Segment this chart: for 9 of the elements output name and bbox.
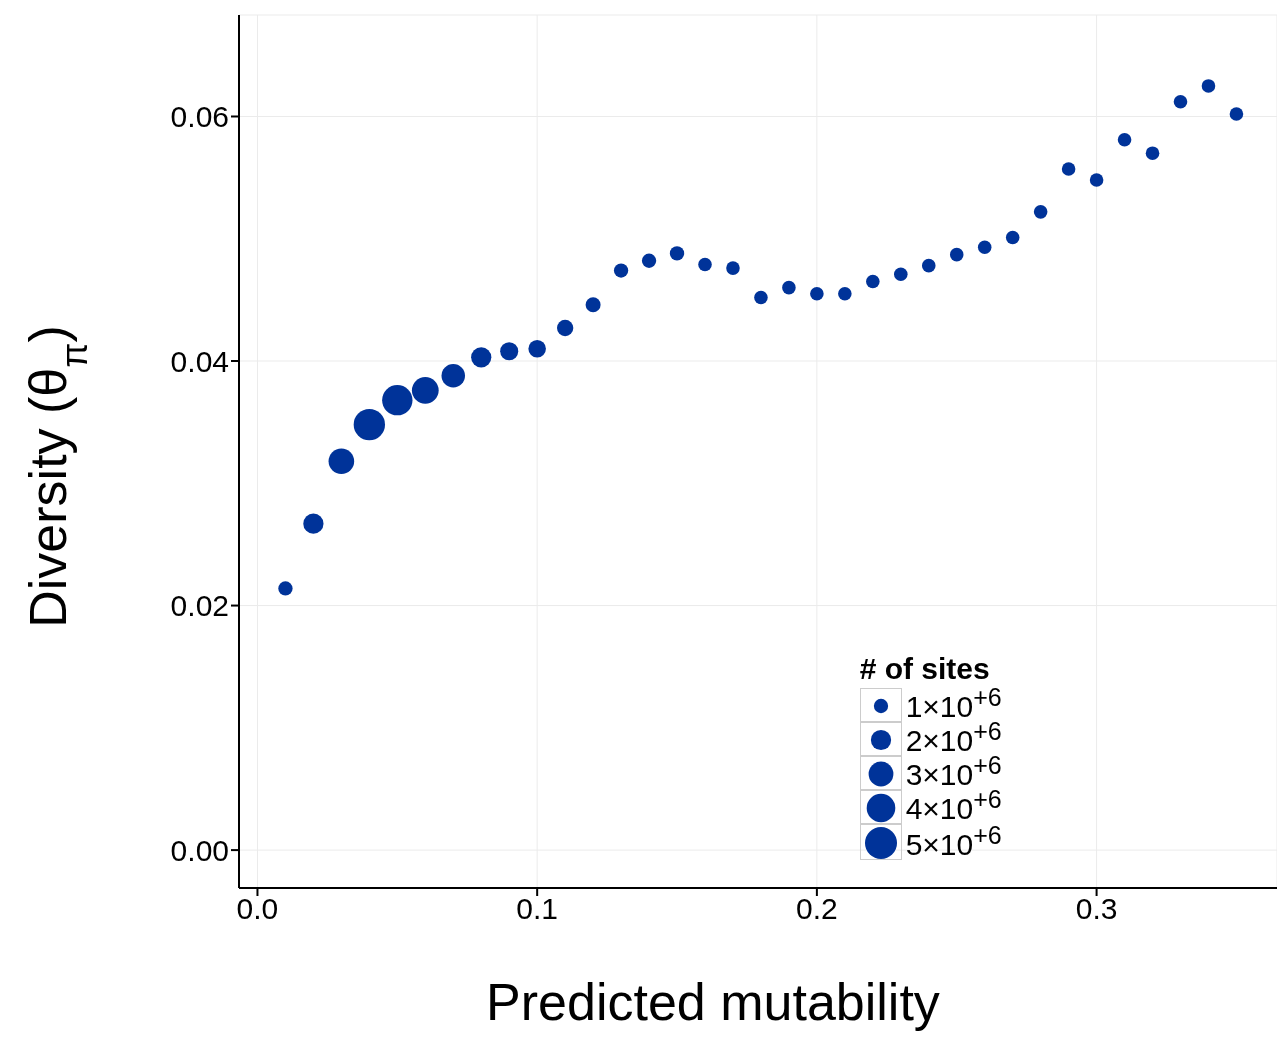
- x-tick-label: 0.2: [796, 892, 838, 926]
- x-axis-title: Predicted mutability: [485, 972, 941, 1032]
- y-tick-label: 0.04: [170, 344, 229, 378]
- x-tick-label: 0.1: [516, 892, 559, 926]
- y-tick-label: 0.02: [170, 589, 229, 623]
- x-tick-label: 0.3: [1075, 892, 1118, 926]
- y-tick-label: 0.06: [170, 100, 229, 134]
- x-tick-label: 0.0: [236, 892, 279, 926]
- y-tick-label: 0.00: [170, 833, 229, 867]
